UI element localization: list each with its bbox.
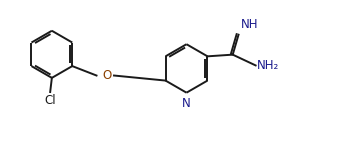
- Text: NH₂: NH₂: [257, 59, 280, 72]
- Text: Cl: Cl: [44, 94, 56, 107]
- Text: NH: NH: [240, 18, 258, 31]
- Text: O: O: [102, 69, 111, 82]
- Text: N: N: [182, 97, 191, 110]
